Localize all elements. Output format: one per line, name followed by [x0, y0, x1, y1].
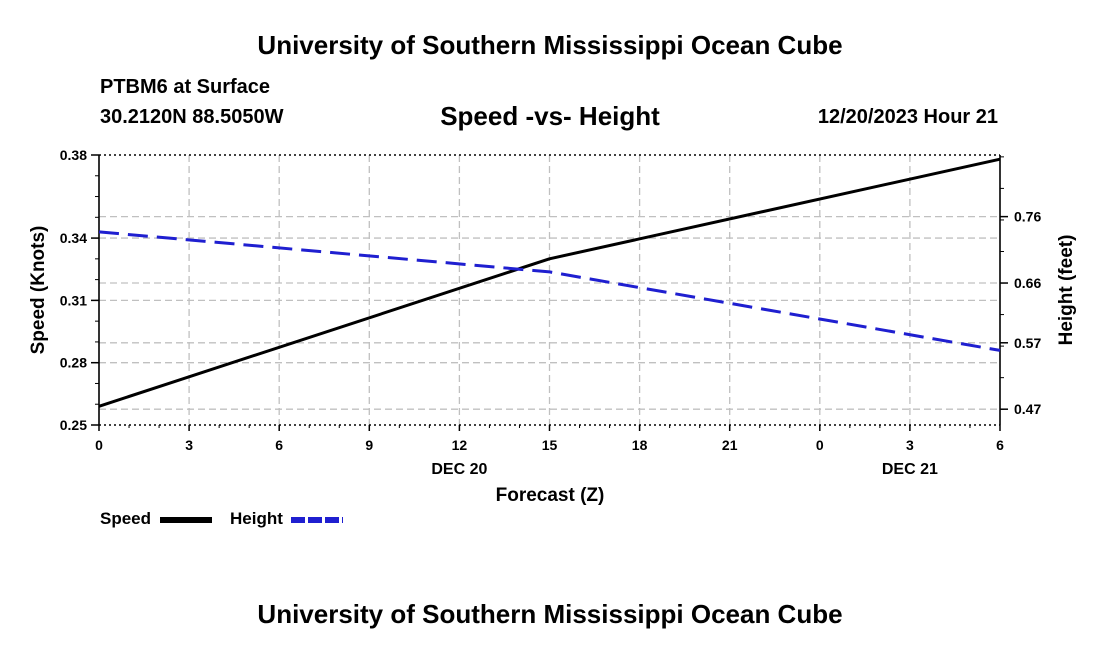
left-axis-title: Speed (Knots) — [28, 226, 49, 355]
x-axis-tick-label: 0 — [95, 437, 103, 453]
x-axis-tick-label: 15 — [542, 437, 558, 453]
station-name: PTBM6 at Surface — [100, 76, 271, 98]
station-coordinates: 30.2120N 88.5050W — [100, 106, 284, 128]
x-axis-tick-label: 21 — [722, 437, 738, 453]
legend-height-label: Height — [230, 509, 283, 528]
series-line-speed — [98, 157, 1001, 408]
right-axis-tick-label: 0.57 — [1014, 335, 1041, 351]
x-axis-date-label: DEC 21 — [882, 461, 938, 478]
left-axis-tick-label: 0.28 — [60, 355, 87, 371]
x-axis-tick-label: 3 — [185, 437, 193, 453]
right-axis-tick-label: 0.47 — [1014, 401, 1041, 417]
x-axis-tick-label: 6 — [996, 437, 1004, 453]
x-axis-tick-label: 18 — [632, 437, 648, 453]
main-title: University of Southern Mississippi Ocean… — [257, 30, 843, 60]
left-axis-tick-label: 0.31 — [60, 292, 87, 308]
left-axis-tick-label: 0.25 — [60, 417, 87, 433]
left-axis-tick-label: 0.38 — [60, 147, 87, 163]
series-line-height — [98, 230, 1001, 352]
x-axis-title: Forecast (Z) — [496, 485, 605, 506]
x-axis-tick-label: 12 — [452, 437, 468, 453]
right-axis-tick-label: 0.66 — [1014, 275, 1041, 291]
footer-title: University of Southern Mississippi Ocean… — [257, 599, 843, 629]
left-axis-tick-label: 0.34 — [60, 230, 87, 246]
x-axis-tick-label: 3 — [906, 437, 914, 453]
x-axis-tick-label: 0 — [816, 437, 824, 453]
x-axis-date-label: DEC 20 — [431, 461, 487, 478]
legend-speed-label: Speed — [100, 509, 152, 528]
x-axis-tick-label: 9 — [365, 437, 373, 453]
forecast-date: 12/20/2023 Hour 21 — [817, 106, 998, 128]
right-axis-title: Height (feet) — [1056, 235, 1077, 346]
right-axis-tick-label: 0.76 — [1014, 209, 1041, 225]
x-axis-tick-label: 6 — [275, 437, 283, 453]
chart-title: Speed -vs- Height — [440, 101, 660, 131]
